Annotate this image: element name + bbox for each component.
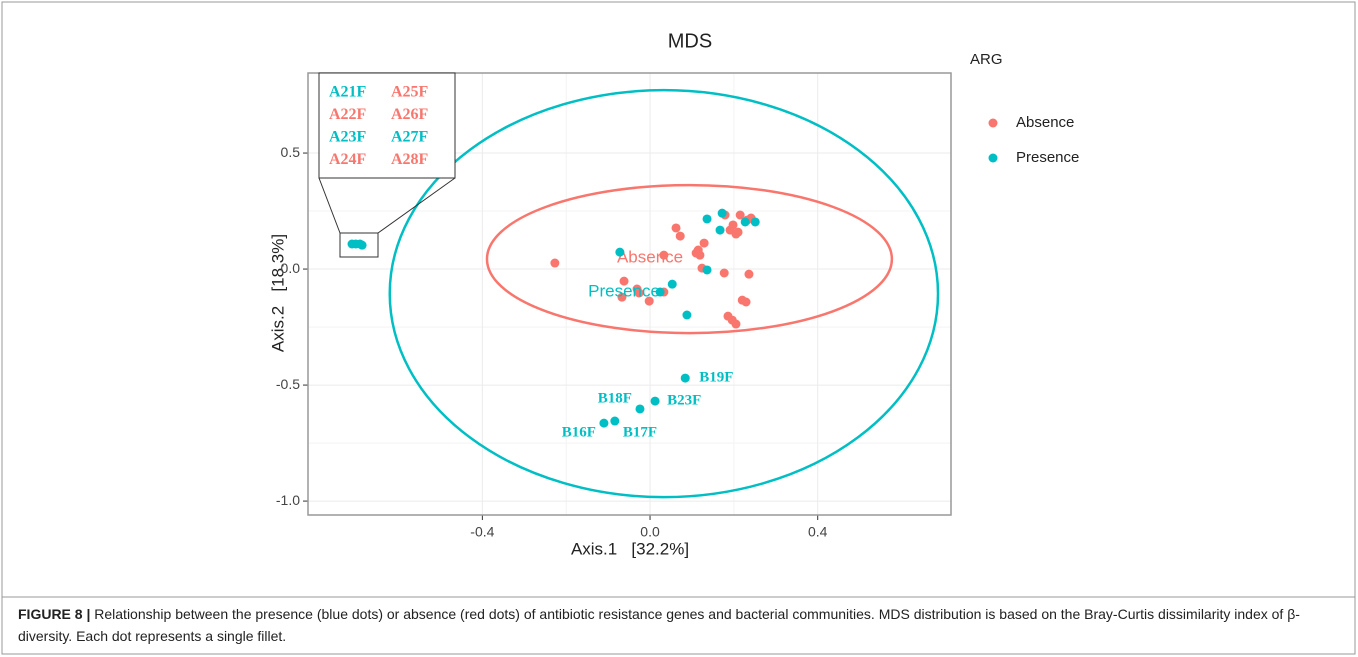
legend-marker <box>988 118 998 128</box>
point <box>715 225 725 235</box>
point <box>655 287 665 297</box>
plot-border <box>307 72 952 516</box>
point <box>644 296 654 306</box>
caption-label: FIGURE 8 | <box>18 606 91 622</box>
legend-title: ARG <box>970 51 1003 68</box>
group-label: Absence <box>617 248 683 267</box>
point <box>599 418 609 428</box>
point <box>619 276 629 286</box>
point-annotation: B19F <box>699 370 733 386</box>
point <box>699 238 709 248</box>
group-label: Presence <box>588 282 660 301</box>
point <box>617 292 627 302</box>
point-annotation: B18F <box>598 390 632 406</box>
point <box>717 208 727 218</box>
y-tick-label: -1.0 <box>276 492 300 508</box>
point <box>671 223 681 233</box>
x-axis-title: Axis.1 [32.2%] <box>571 539 689 558</box>
point-annotation: B23F <box>667 393 701 409</box>
point <box>667 279 677 289</box>
confidence-ellipse <box>485 183 894 335</box>
caption-text: Relationship between the presence (blue … <box>18 606 1300 644</box>
legend-label: Absence <box>1016 114 1074 131</box>
legend-label: Presence <box>1016 149 1079 166</box>
point <box>750 217 760 227</box>
inset-box <box>318 72 456 179</box>
point-annotation: B16F <box>562 425 596 441</box>
point <box>733 227 743 237</box>
inset-label: A28F <box>391 151 429 168</box>
chart-title: MDS <box>668 30 712 52</box>
x-tick-label: -0.4 <box>470 524 494 540</box>
point <box>550 258 560 268</box>
point <box>719 268 729 278</box>
point <box>680 373 690 383</box>
caption: FIGURE 8 | Relationship between the pres… <box>18 603 1338 647</box>
point <box>615 247 625 257</box>
inset-label: A22F <box>329 106 367 123</box>
point <box>741 297 751 307</box>
point <box>731 319 741 329</box>
legend-marker <box>988 153 998 163</box>
zoom-box <box>339 232 379 258</box>
y-tick-label: -0.5 <box>276 376 300 392</box>
y-axis-title: Axis.2 [18.3%] <box>268 234 287 352</box>
x-tick-label: 0.4 <box>808 524 828 540</box>
point <box>675 231 685 241</box>
point <box>702 214 712 224</box>
inset-label: A21F <box>329 84 367 101</box>
point <box>735 210 745 220</box>
zoom-line <box>318 177 341 234</box>
point <box>659 250 669 260</box>
point <box>634 288 644 298</box>
point-annotation: B17F <box>623 424 657 440</box>
x-tick-label: 0.0 <box>640 524 660 540</box>
inset-label: A27F <box>391 129 429 146</box>
inset-label: A26F <box>391 106 429 123</box>
inset-label: A25F <box>391 84 429 101</box>
point <box>635 404 645 414</box>
y-tick-label: 0.0 <box>281 260 301 276</box>
zoom-line <box>377 177 456 234</box>
point <box>610 416 620 426</box>
point <box>744 269 754 279</box>
point <box>682 310 692 320</box>
point <box>357 240 367 250</box>
point <box>650 396 660 406</box>
point <box>728 220 738 230</box>
inset-label: A24F <box>329 151 367 168</box>
inset-label: A23F <box>329 129 367 146</box>
confidence-ellipse <box>388 88 940 499</box>
point <box>740 217 750 227</box>
point <box>693 245 703 255</box>
point <box>702 265 712 275</box>
y-tick-label: 0.5 <box>281 144 301 160</box>
